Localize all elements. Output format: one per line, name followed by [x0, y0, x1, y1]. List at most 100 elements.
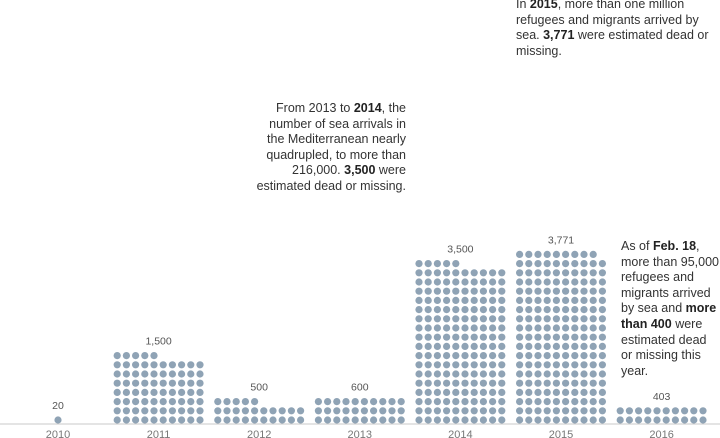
annotation-text: As of [621, 239, 653, 253]
dot-mark [424, 260, 432, 268]
dot-mark [241, 407, 249, 415]
dot-mark [562, 324, 570, 332]
dot-mark [443, 260, 451, 268]
dot-mark [571, 269, 579, 277]
dot-mark [562, 278, 570, 286]
dot-mark [470, 296, 478, 304]
dot-mark [525, 315, 533, 323]
dot-mark [415, 352, 423, 360]
dot-mark [598, 333, 607, 341]
dot-mark [150, 407, 158, 415]
dot-mark [598, 352, 607, 360]
annotation-2015: In 2015, more than one million refugees … [516, 0, 716, 59]
dot-mark [562, 269, 570, 277]
dot-mark [360, 416, 368, 424]
dot-mark [571, 278, 579, 286]
dot-mark [443, 269, 451, 277]
dot-mark [644, 407, 652, 415]
dot-mark [379, 398, 387, 406]
dot-mark [470, 416, 478, 424]
dot-mark [433, 370, 441, 378]
dot-mark [525, 416, 533, 424]
dot-mark [598, 407, 607, 415]
dot-mark [525, 269, 533, 277]
dot-mark [141, 407, 149, 415]
dot-mark [671, 416, 680, 424]
dot-mark [214, 407, 222, 415]
dot-mark [562, 361, 570, 369]
dot-mark [433, 324, 441, 332]
dot-mark [543, 287, 551, 295]
dot-mark [150, 370, 158, 378]
dot-mark [150, 416, 158, 424]
dot-mark [470, 388, 478, 396]
dot-mark [552, 342, 561, 350]
dot-mark [543, 407, 551, 415]
dot-mark [489, 278, 497, 286]
dot-mark [534, 260, 542, 268]
dot-mark [132, 379, 140, 387]
dot-mark [479, 315, 487, 323]
dot-mark [470, 370, 478, 378]
dot-mark [132, 352, 140, 360]
dot-mark [525, 333, 533, 341]
dot-mark [470, 398, 478, 406]
dot-mark [388, 407, 396, 415]
dot-mark [498, 370, 506, 378]
dot-mark [415, 324, 423, 332]
dot-mark [543, 379, 551, 387]
dot-mark [479, 269, 487, 277]
dot-mark [543, 260, 551, 268]
dot-mark [498, 352, 506, 360]
annotation-bold: Feb. 18 [652, 239, 697, 253]
dot-mark [150, 388, 158, 396]
dot-mark [525, 306, 533, 314]
dot-mark [571, 306, 579, 314]
dot-mark [415, 398, 423, 406]
dot-mark [489, 352, 497, 360]
annotation-text: , the number of sea arrivals in the Medi… [266, 101, 406, 178]
dot-mark [159, 370, 167, 378]
dot-mark [516, 333, 524, 341]
dot-mark [589, 342, 597, 350]
dot-mark [625, 416, 634, 424]
dot-mark [122, 388, 130, 396]
x-tick-label: 2012 [247, 429, 271, 438]
dot-mark [525, 296, 533, 304]
dot-mark [150, 352, 158, 360]
dot-mark [479, 379, 487, 387]
dot-mark [113, 352, 121, 360]
dot-mark [452, 306, 460, 314]
dot-mark [187, 398, 195, 406]
dot-mark [424, 278, 432, 286]
dot-mark [489, 333, 497, 341]
dot-mark [580, 333, 588, 341]
dot-mark [534, 250, 542, 258]
dot-mark [54, 416, 62, 424]
dot-mark [150, 379, 158, 387]
dot-mark [214, 398, 222, 406]
dot-mark [543, 352, 551, 360]
dot-mark [552, 361, 561, 369]
annotation-2016: As of Feb. 18, more than 95,000 refugees… [621, 239, 719, 379]
dot-mark [516, 361, 524, 369]
dot-mark [562, 398, 570, 406]
value-label: 1,500 [145, 336, 171, 348]
dot-mark [132, 398, 140, 406]
dot-mark [534, 407, 542, 415]
x-tick-label: 2014 [448, 429, 472, 438]
dot-mark [580, 361, 588, 369]
dot-mark [433, 361, 441, 369]
dot-mark [479, 398, 487, 406]
dot-mark [415, 342, 423, 350]
dot-mark [562, 342, 570, 350]
dot-mark [452, 407, 460, 415]
dot-mark [552, 278, 561, 286]
dot-mark [452, 333, 460, 341]
dot-mark [443, 324, 451, 332]
dot-mark [589, 315, 597, 323]
dot-mark [461, 361, 469, 369]
dot-mark [562, 315, 570, 323]
dot-mark [433, 416, 441, 424]
